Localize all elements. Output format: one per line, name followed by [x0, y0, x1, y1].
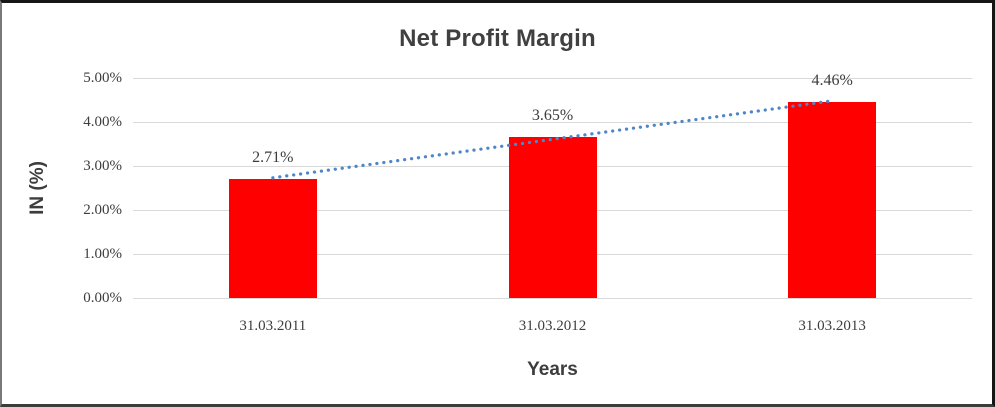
data-label: 2.71%: [252, 148, 294, 166]
y-tick-label: 2.00%: [83, 202, 122, 218]
x-axis-title: Years: [527, 359, 578, 380]
bar-31.03.2011: [228, 178, 317, 298]
gridline: [133, 78, 972, 79]
category-label: 31.03.2011: [239, 318, 307, 334]
trendline-segment: [271, 99, 834, 180]
plot-area: 2.71% 31.03.2011 3.65% 31.03.2012 4.46% 31.03…: [133, 72, 972, 334]
data-label: 3.65%: [531, 107, 574, 125]
data-label: 4.46%: [811, 71, 853, 89]
category-label: 31.03.2013: [798, 318, 866, 334]
bar-31.03.2013: [788, 101, 877, 298]
y-tick-label: 3.00%: [83, 158, 122, 174]
y-tick-label: 1.00%: [83, 246, 122, 262]
gridline: [133, 122, 972, 123]
y-tick-label: 5.00%: [83, 70, 122, 86]
gridline: [133, 298, 972, 299]
bar-31.03.2012: [508, 137, 597, 298]
y-tick-label: 0.00%: [83, 290, 122, 306]
y-tick-label: 4.00%: [83, 114, 122, 130]
trendline: [271, 99, 834, 180]
category-label: 31.03.2012: [518, 318, 587, 334]
chart-title: Net Profit Margin: [399, 25, 596, 52]
